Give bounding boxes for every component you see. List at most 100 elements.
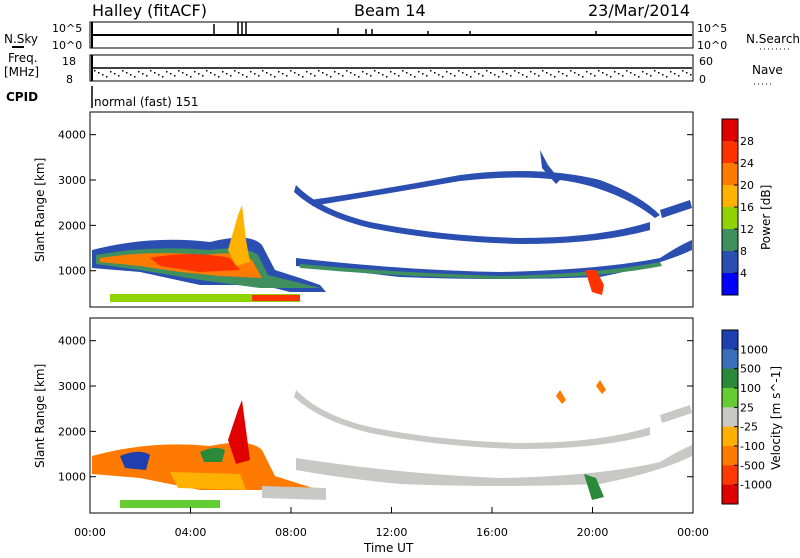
velocity-colorbar-tick-label: 100	[740, 382, 761, 395]
velocity-colorbar-swatch	[722, 446, 738, 466]
nave-dot	[94, 70, 96, 72]
power-colorbar-tick-label: 4	[740, 267, 747, 280]
nave-dot	[334, 71, 336, 73]
nave-dot	[302, 76, 304, 78]
power-panel: 1000 2000 3000 4000 Slant Range [km]	[33, 111, 694, 308]
velocity-colorbar-tick-label: -1000	[740, 479, 772, 492]
velocity-ytick-label: 1000	[58, 471, 86, 484]
nave-dot	[454, 75, 456, 77]
nave-dot	[638, 76, 640, 78]
nave-dot	[310, 73, 312, 75]
nave-dot	[690, 74, 692, 76]
nave-dot	[670, 71, 672, 73]
nave-dot	[474, 71, 476, 73]
power-ytick-label: 1000	[58, 265, 86, 278]
nave-dot	[206, 70, 208, 72]
nave-dot	[654, 70, 656, 72]
power-colorbar-swatch	[722, 229, 738, 252]
velocity-ylabel: Slant Range [km]	[33, 364, 47, 468]
date-title: 23/Mar/2014	[588, 1, 690, 20]
power-ytick-label: 3000	[58, 174, 86, 187]
nave-dot	[254, 73, 256, 75]
nave-dot	[478, 73, 480, 75]
nave-dot	[498, 76, 500, 78]
nave-dot	[166, 71, 168, 73]
cpid-value: normal (fast) 151	[94, 95, 198, 109]
nave-dot	[178, 70, 180, 72]
nave-dot	[606, 74, 608, 76]
nave-dot	[238, 72, 240, 74]
nave-dot	[222, 71, 224, 73]
nave-dot	[314, 75, 316, 77]
velocity-colorbar-tick-label: 25	[740, 401, 754, 414]
nave-dot	[614, 71, 616, 73]
nave-dot	[294, 72, 296, 74]
nave-dot	[346, 70, 348, 72]
nave-dot	[374, 70, 376, 72]
nave-dot	[550, 74, 552, 76]
nave-dot	[370, 75, 372, 77]
nave-dot	[578, 74, 580, 76]
nave-dot	[410, 74, 412, 76]
nave-dot	[582, 76, 584, 78]
nave-dot	[282, 73, 284, 75]
velocity-colorbar-swatch	[722, 407, 738, 428]
nave-dot	[626, 70, 628, 72]
nave-dot	[326, 74, 328, 76]
nave-dot	[190, 76, 192, 78]
x-tick-label: 00:00	[74, 526, 106, 539]
nave-dot	[286, 75, 288, 77]
nave-dot	[338, 73, 340, 75]
power-colorbar: 28 24 20 16 12 8 4 Power [dB]	[721, 118, 773, 296]
velocity-ytick-label: 2000	[58, 425, 86, 438]
nave-dot	[518, 72, 520, 74]
nave-dot	[234, 70, 236, 72]
nsky-label: N.Sky	[4, 32, 38, 46]
nave-dot	[598, 70, 600, 72]
nave-dot	[438, 74, 440, 76]
velocity-colorbar-tick-label: 500	[740, 363, 761, 376]
freq-strip: Freq. [MHz] 18 8 60 0 Nave	[4, 51, 783, 86]
nave-dot	[574, 72, 576, 74]
nave-dot	[502, 71, 504, 73]
nave-dot	[154, 72, 156, 74]
nave-dot	[662, 74, 664, 76]
nave-dot	[226, 73, 228, 75]
nave-dot	[566, 75, 568, 77]
nave-dot	[494, 74, 496, 76]
nave-dot	[466, 74, 468, 76]
nave-dot	[650, 75, 652, 77]
power-colorbar-tick-label: 28	[740, 135, 754, 148]
nave-label: Nave	[752, 63, 783, 77]
velocity-colorbar: 1000 500 100 25 -25 -100 -500 -1000 Velocity [m…	[721, 329, 783, 505]
nave-dot	[526, 76, 528, 78]
nave-dot	[590, 73, 592, 75]
nave-dot	[202, 75, 204, 77]
nave-dot	[418, 71, 420, 73]
nave-dot	[170, 73, 172, 75]
nave-dot	[618, 73, 620, 75]
power-ylabel: Slant Range [km]	[33, 158, 47, 262]
nave-dot	[102, 74, 104, 76]
power-colorbar-tick-label: 16	[740, 201, 754, 214]
nave-dot	[262, 70, 264, 72]
nave-dot	[402, 70, 404, 72]
velocity-colorbar-swatch	[722, 484, 738, 505]
x-tick-label: 00:00	[677, 526, 709, 539]
nave-dot	[258, 75, 260, 77]
nsearch-tick-bottom: 10^0	[697, 39, 727, 52]
velocity-colorbar-swatch	[722, 368, 738, 389]
velocity-colorbar-swatch	[722, 349, 738, 370]
nave-dot	[658, 72, 660, 74]
nsearch-label: N.Search	[746, 32, 800, 46]
nsky-tick-top: 10^5	[52, 22, 82, 35]
nave-dot	[118, 75, 120, 77]
power-colorbar-swatch	[722, 185, 738, 208]
nave-dot	[646, 73, 648, 75]
nave-dot	[142, 73, 144, 75]
freq-tick-bottom: 8	[66, 73, 73, 86]
nave-dot	[290, 70, 292, 72]
nave-dot	[586, 71, 588, 73]
nave-dot	[634, 74, 636, 76]
nave-dot	[510, 75, 512, 77]
